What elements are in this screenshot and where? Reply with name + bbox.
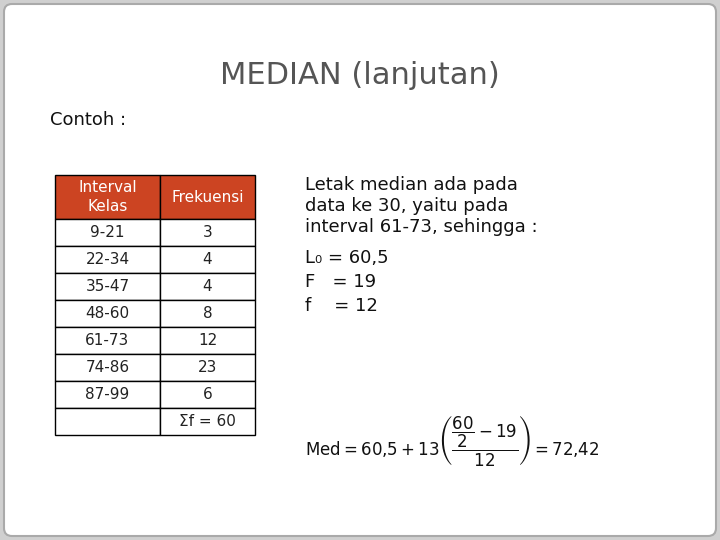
- Text: 61-73: 61-73: [86, 333, 130, 348]
- Text: $\mathrm{Med}=60{,}5+13\left(\dfrac{\dfrac{60}{2}-19}{12}\right)=72{,}42$: $\mathrm{Med}=60{,}5+13\left(\dfrac{\dfr…: [305, 413, 600, 468]
- Bar: [55, 354, 160, 381]
- Text: data ke 30, yaitu pada: data ke 30, yaitu pada: [305, 197, 508, 215]
- Text: 23: 23: [198, 360, 217, 375]
- Bar: [160, 327, 255, 354]
- Text: 22-34: 22-34: [86, 252, 130, 267]
- Bar: [55, 175, 160, 219]
- Text: MEDIAN (lanjutan): MEDIAN (lanjutan): [220, 60, 500, 90]
- Text: 3: 3: [202, 225, 212, 240]
- Text: 4: 4: [203, 252, 212, 267]
- Text: 9-21: 9-21: [90, 225, 125, 240]
- Text: F   = 19: F = 19: [305, 273, 376, 291]
- Bar: [55, 273, 160, 300]
- Text: L₀ = 60,5: L₀ = 60,5: [305, 249, 389, 267]
- Text: Contoh :: Contoh :: [50, 111, 126, 129]
- Bar: [160, 408, 255, 435]
- Text: Interval
Kelas: Interval Kelas: [78, 180, 137, 214]
- Bar: [160, 381, 255, 408]
- Text: 87-99: 87-99: [86, 387, 130, 402]
- Bar: [160, 175, 255, 219]
- Text: Frekuensi: Frekuensi: [171, 190, 244, 205]
- Text: Letak median ada pada: Letak median ada pada: [305, 176, 518, 194]
- Bar: [55, 408, 160, 435]
- Text: interval 61-73, sehingga :: interval 61-73, sehingga :: [305, 218, 538, 236]
- Bar: [55, 246, 160, 273]
- Bar: [55, 381, 160, 408]
- Text: 4: 4: [203, 279, 212, 294]
- Bar: [160, 273, 255, 300]
- Bar: [160, 300, 255, 327]
- Bar: [55, 327, 160, 354]
- Text: 8: 8: [203, 306, 212, 321]
- Text: 6: 6: [202, 387, 212, 402]
- Text: 48-60: 48-60: [86, 306, 130, 321]
- Text: 35-47: 35-47: [86, 279, 130, 294]
- Bar: [160, 246, 255, 273]
- Text: Σf = 60: Σf = 60: [179, 414, 236, 429]
- FancyBboxPatch shape: [4, 4, 716, 536]
- Text: 12: 12: [198, 333, 217, 348]
- Bar: [55, 300, 160, 327]
- Bar: [160, 354, 255, 381]
- Bar: [55, 219, 160, 246]
- Text: f    = 12: f = 12: [305, 297, 378, 315]
- Bar: [160, 219, 255, 246]
- Text: 74-86: 74-86: [86, 360, 130, 375]
